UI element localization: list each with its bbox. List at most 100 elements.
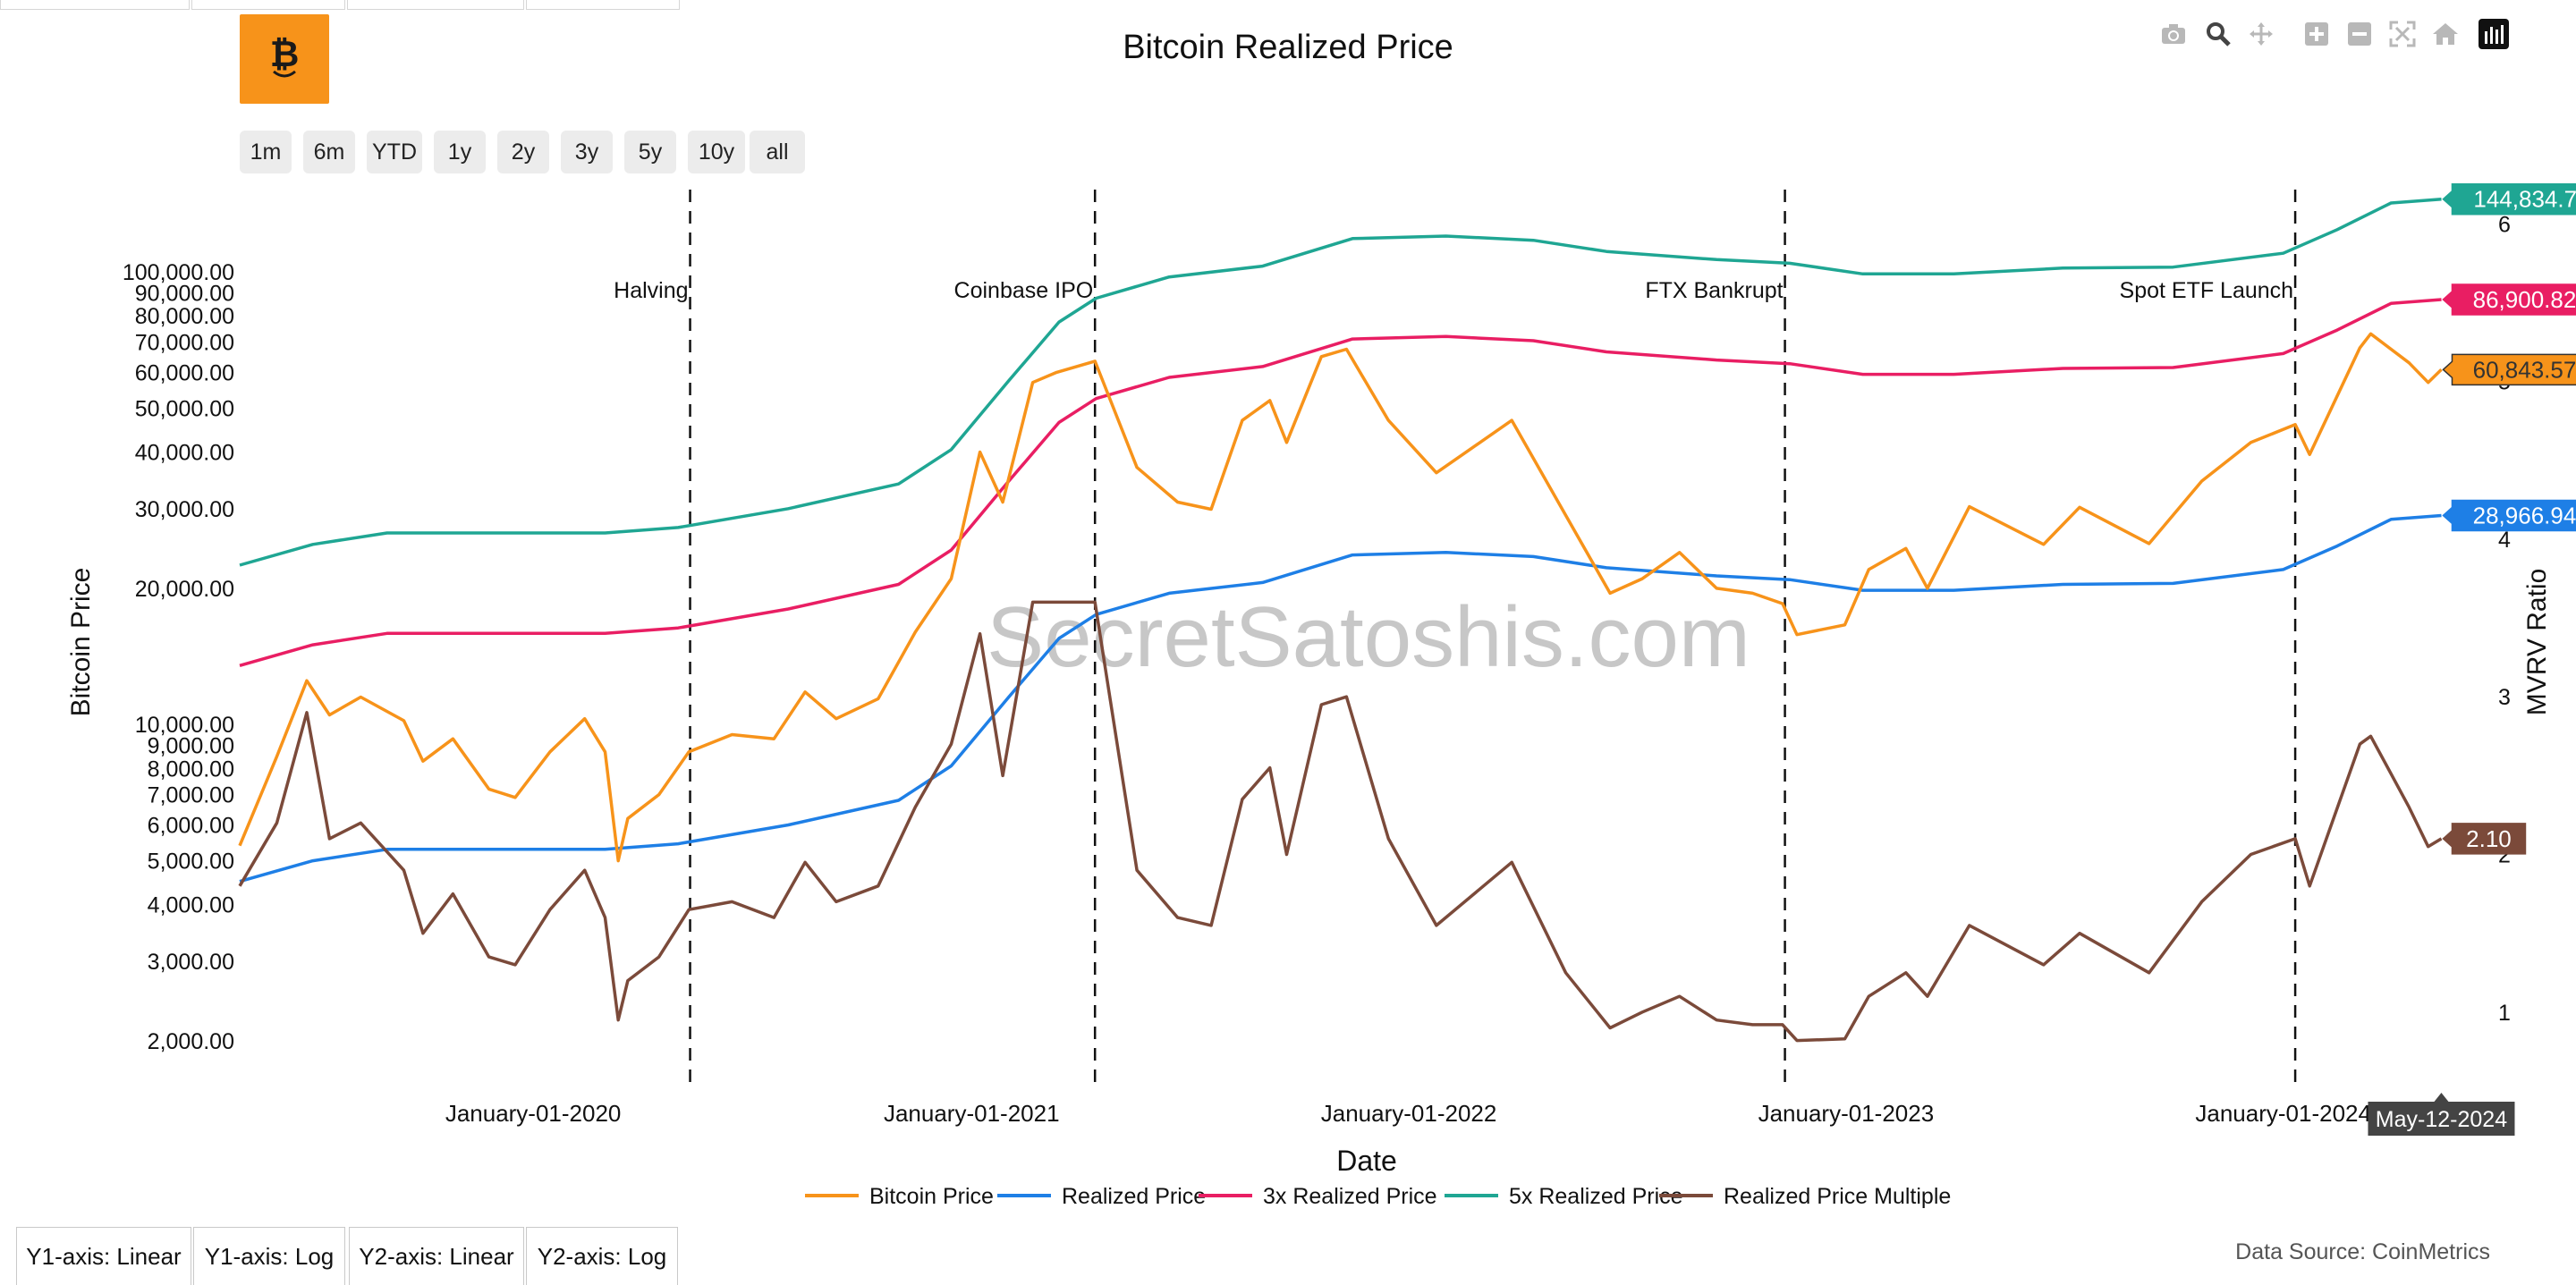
x-tick-label: January-01-2020: [445, 1100, 622, 1127]
end-label-box: [2442, 499, 2576, 532]
end-label-text: 60,843.57: [2473, 356, 2576, 383]
y1-tick-label: 20,000.00: [135, 577, 234, 602]
range-button-2y[interactable]: 2y: [497, 131, 549, 173]
plotly-logo-icon[interactable]: [2476, 16, 2512, 52]
y2-axis-label: MVRV Ratio: [2522, 569, 2552, 716]
pan-icon[interactable]: [2243, 16, 2279, 52]
zoom-out-icon[interactable]: [2342, 16, 2377, 52]
y1-tick-label: 70,000.00: [135, 331, 234, 356]
y1-tick-label: 8,000.00: [148, 757, 234, 782]
y1-tick-label: 2,000.00: [148, 1029, 234, 1054]
end-labels: 60,843.57 28,966.94 86,900.82 144,834.70 2.1…: [2442, 182, 2576, 855]
series-line-5x-realized-price: [239, 197, 2442, 567]
watermark: SecretSatoshis.com: [987, 589, 1750, 685]
y2-tick-label: 1: [2498, 1001, 2511, 1026]
y1-tick-label: 60,000.00: [135, 360, 234, 385]
end-label: 28,966.94: [2442, 499, 2576, 532]
hover-date-label: May-12-2024: [2368, 1093, 2515, 1136]
y1-tick-label: 7,000.00: [148, 783, 234, 808]
end-label: 60,843.57: [2442, 353, 2576, 386]
y2-tick-label: 2: [2498, 843, 2511, 868]
x-tick-label: January-01-2022: [1321, 1100, 1497, 1127]
range-button-1y[interactable]: 1y: [434, 131, 486, 173]
x-axis: January-01-2020 January-01-2021 January-01…: [445, 1100, 2371, 1127]
reset-axes-icon[interactable]: [2428, 16, 2463, 52]
y1-tick-label: 6,000.00: [148, 814, 234, 839]
range-button-1m[interactable]: 1m: [240, 131, 292, 173]
y1-tick-label: 3,000.00: [148, 950, 234, 975]
data-source: Data Source: CoinMetrics: [2235, 1239, 2490, 1264]
x-axis-label: Date: [1336, 1145, 1397, 1177]
range-button-5y[interactable]: 5y: [624, 131, 676, 173]
range-button-6m[interactable]: 6m: [303, 131, 355, 173]
y1-tick-label: 100,000.00: [123, 260, 234, 285]
end-label-text: 144,834.70: [2473, 186, 2576, 213]
x-tick-label: January-01-2021: [884, 1100, 1060, 1127]
y1-tick-label: 10,000.00: [135, 713, 234, 738]
end-label-text: 28,966.94: [2473, 502, 2576, 528]
end-label: 144,834.70: [2442, 182, 2576, 216]
legend-item[interactable]: 5x Realized Price: [1445, 1184, 1683, 1209]
y1-tick-label: 40,000.00: [135, 441, 234, 466]
end-label-text: 2.10: [2466, 825, 2512, 852]
range-button-ytd[interactable]: YTD: [367, 131, 422, 173]
event-label: Coinbase IPO: [954, 278, 1094, 303]
end-label-box: [2442, 353, 2576, 386]
range-button-all[interactable]: all: [750, 131, 805, 173]
legend-item[interactable]: Realized Price Multiple: [1659, 1184, 1951, 1209]
legend-label: 5x Realized Price: [1509, 1184, 1683, 1209]
end-label-box: [2442, 823, 2527, 855]
y1-tick-label: 4,000.00: [148, 893, 234, 918]
y2-tick-label: 6: [2498, 212, 2511, 237]
y1-tick-label: 80,000.00: [135, 304, 234, 329]
legend-item[interactable]: Realized Price: [997, 1184, 1206, 1209]
event-label: Spot ETF Launch: [2120, 278, 2294, 303]
y2-log-button[interactable]: Y2-axis: Log: [526, 1227, 678, 1285]
zoom-in-icon[interactable]: [2299, 16, 2334, 52]
y2-linear-button[interactable]: Y2-axis: Linear: [349, 1227, 524, 1285]
y2-tick-label: 3: [2498, 685, 2511, 710]
end-label-box: [2442, 283, 2576, 316]
legend-label: Realized Price Multiple: [1724, 1184, 1951, 1209]
legend-label: 3x Realized Price: [1263, 1184, 1437, 1209]
y2-axis: 1 2 3 4 5 6: [2498, 212, 2511, 1026]
event-markers: Halving Coinbase IPO FTX Bankrupt Spot ETF …: [614, 190, 2297, 1089]
y1-log-button[interactable]: Y1-axis: Log: [193, 1227, 345, 1285]
series-line-realized-price: [239, 513, 2442, 883]
end-label: 2.10: [2442, 823, 2527, 855]
range-button-10y[interactable]: 10y: [688, 131, 745, 173]
series-line-realized-price-multiple: [238, 600, 2443, 1043]
event-label: FTX Bankrupt: [1645, 278, 1783, 303]
top-tabs: [0, 0, 716, 11]
hover-date-box: [2368, 1093, 2515, 1136]
y2-tick-label: 5: [2498, 370, 2511, 395]
camera-icon[interactable]: [2156, 16, 2191, 52]
y1-tick-label: 30,000.00: [135, 497, 234, 522]
end-label-box: [2442, 182, 2576, 216]
y2-tick-label: 4: [2498, 528, 2511, 553]
x-tick-label: January-01-2023: [1758, 1100, 1935, 1127]
zoom-icon[interactable]: [2200, 16, 2236, 52]
y1-tick-label: 50,000.00: [135, 396, 234, 421]
y1-tick-label: 9,000.00: [148, 733, 234, 758]
legend-label: Bitcoin Price: [869, 1184, 994, 1209]
svg-text:₿: ₿: [270, 35, 300, 74]
x-tick-label: January-01-2024: [2195, 1100, 2371, 1127]
event-label: Halving: [614, 278, 688, 303]
range-button-3y[interactable]: 3y: [561, 131, 613, 173]
legend-item[interactable]: Bitcoin Price: [805, 1184, 994, 1209]
series-line-bitcoin-price: [238, 332, 2443, 863]
series-lines: [238, 197, 2443, 1043]
legend-label: Realized Price: [1062, 1184, 1206, 1209]
legend: Bitcoin Price Realized Price 3x Realized P…: [805, 1184, 1951, 1209]
hover-date-text: May-12-2024: [2376, 1107, 2507, 1132]
series-line-3x-realized-price: [239, 298, 2442, 667]
legend-item[interactable]: 3x Realized Price: [1199, 1184, 1437, 1209]
y1-linear-button[interactable]: Y1-axis: Linear: [16, 1227, 191, 1285]
y1-tick-label: 5,000.00: [148, 850, 234, 875]
y1-tick-label: 90,000.00: [135, 281, 234, 306]
autoscale-icon[interactable]: [2385, 16, 2420, 52]
end-label-text: 86,900.82: [2473, 286, 2576, 313]
